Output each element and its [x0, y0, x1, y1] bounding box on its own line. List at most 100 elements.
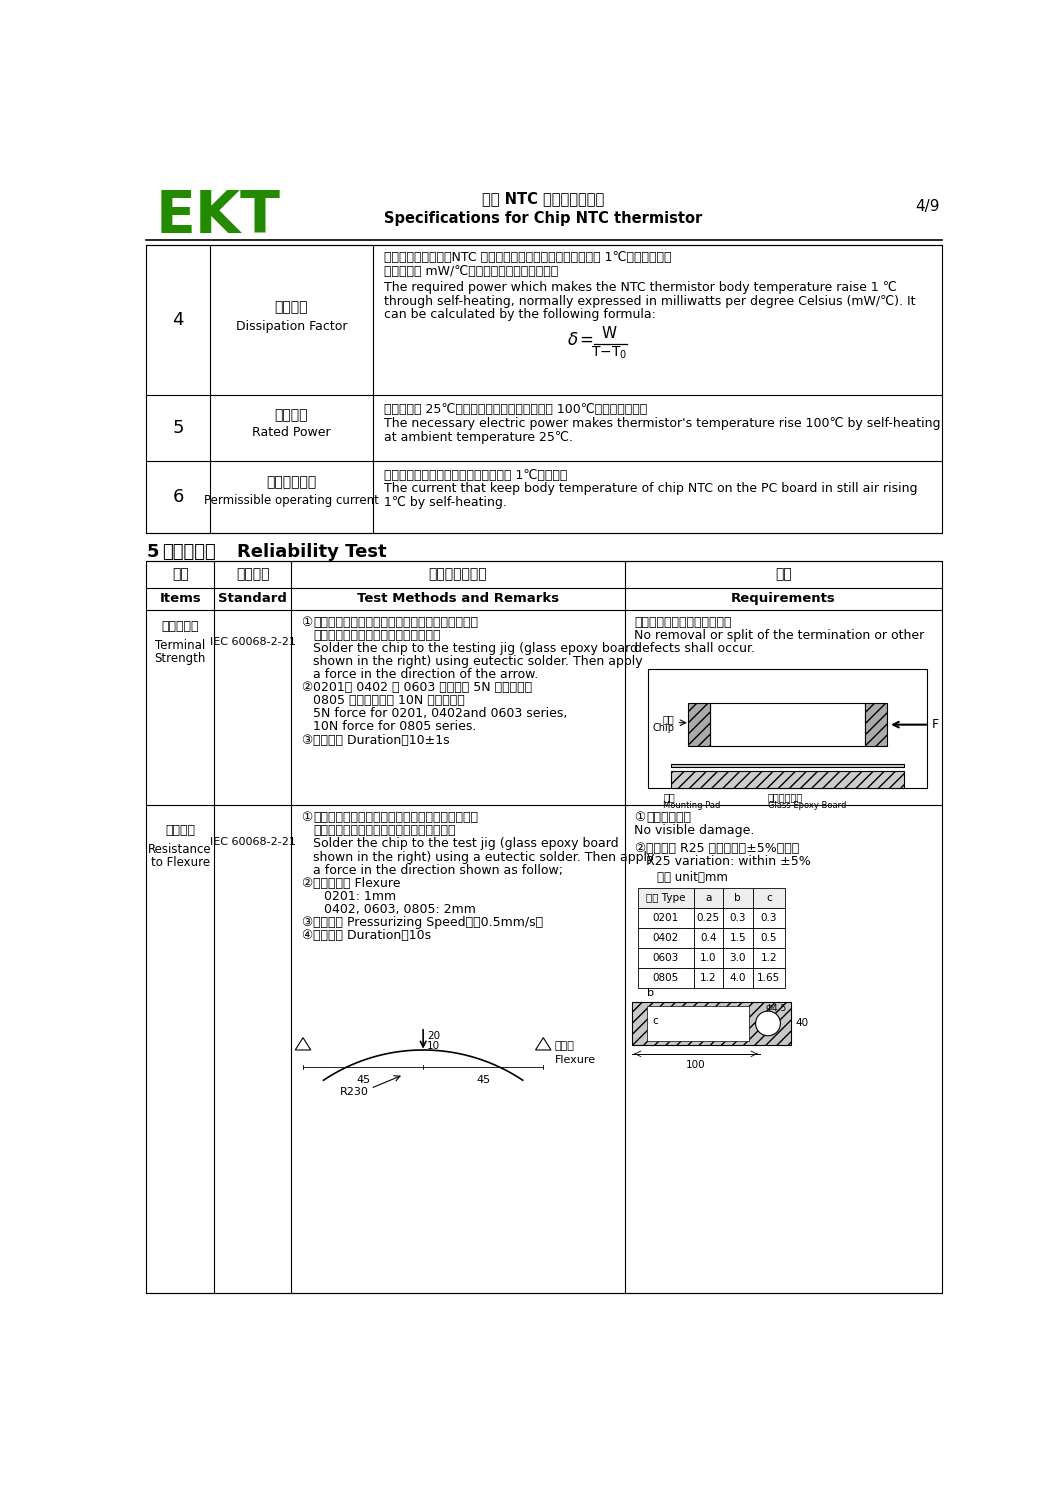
Text: ②: ②: [634, 842, 646, 854]
Text: 额定功率: 额定功率: [275, 408, 308, 421]
Text: ③: ③: [301, 733, 312, 747]
Text: T$-$T$_0$: T$-$T$_0$: [591, 345, 628, 361]
Text: at ambient temperature 25℃.: at ambient temperature 25℃.: [385, 430, 573, 444]
Text: Items: Items: [159, 592, 201, 606]
Text: 允许工作电流: 允许工作电流: [266, 475, 317, 490]
Bar: [693, 949, 723, 968]
Text: 片式 NTC 热敏电阻规格书: 片式 NTC 热敏电阻规格书: [482, 192, 604, 207]
Text: IEC 60068-2-21: IEC 60068-2-21: [210, 836, 296, 847]
Text: 10N force for 0805 series.: 10N force for 0805 series.: [313, 721, 476, 733]
Text: 端头附着力: 端头附着力: [161, 621, 199, 633]
Text: c: c: [652, 1016, 657, 1027]
Bar: [146, 561, 942, 1292]
Text: ①: ①: [301, 616, 312, 628]
Text: 单位 unit：mm: 单位 unit：mm: [657, 871, 728, 884]
Bar: [693, 889, 723, 908]
Text: No visible damage.: No visible damage.: [634, 824, 755, 838]
Bar: [638, 889, 693, 908]
Text: 0201: 1mm: 0201: 1mm: [324, 890, 396, 902]
Bar: [693, 908, 723, 928]
Text: Resistance: Resistance: [148, 844, 212, 856]
Bar: [638, 928, 693, 949]
Text: 信赖性试验: 信赖性试验: [162, 543, 215, 561]
Text: 5: 5: [173, 420, 184, 438]
Text: 1.0: 1.0: [700, 953, 717, 964]
Text: 布板），按下图箭头所示方向施加作用力；: 布板），按下图箭头所示方向施加作用力；: [313, 824, 456, 838]
Text: can be calculated by the following formula:: can be calculated by the following formu…: [385, 309, 656, 321]
Bar: [693, 968, 723, 988]
Text: 将晶片焊接在测试基板上（如右图所示的环氧玻璃: 将晶片焊接在测试基板上（如右图所示的环氧玻璃: [313, 811, 478, 824]
Text: Mounting Pad: Mounting Pad: [664, 800, 721, 809]
Text: The required power which makes the NTC thermistor body temperature raise 1 ℃: The required power which makes the NTC t…: [385, 280, 897, 294]
Text: defects shall occur.: defects shall occur.: [634, 642, 755, 655]
Text: 保持时间 Duration：10s: 保持时间 Duration：10s: [313, 929, 431, 941]
Circle shape: [756, 1012, 780, 1036]
Text: 弯曲量: 弯曲量: [554, 1042, 575, 1051]
Bar: [146, 246, 942, 532]
Bar: [753, 968, 785, 988]
Text: 5N force for 0201, 0402and 0603 series,: 5N force for 0201, 0402and 0603 series,: [313, 708, 567, 721]
Text: 45: 45: [476, 1075, 490, 1085]
Text: No removal or split of the termination or other: No removal or split of the termination o…: [634, 628, 924, 642]
Text: a force in the direction shown as follow;: a force in the direction shown as follow…: [313, 863, 563, 877]
Text: F: F: [932, 718, 939, 732]
Bar: [647, 1006, 748, 1040]
Text: Dissipation Factor: Dissipation Factor: [235, 319, 347, 333]
Text: 1℃ by self-heating.: 1℃ by self-heating.: [385, 496, 508, 510]
Text: a: a: [705, 893, 711, 904]
Text: shown in the right) using a eutectic solder. Then apply: shown in the right) using a eutectic sol…: [313, 850, 654, 863]
Text: 0.5: 0.5: [760, 934, 777, 943]
Text: 6: 6: [173, 487, 184, 505]
Text: ②: ②: [301, 681, 312, 694]
Text: 耗散系数: 耗散系数: [275, 300, 308, 313]
Text: Requirements: Requirements: [731, 592, 836, 606]
Text: Rated Power: Rated Power: [252, 426, 331, 439]
Text: 类型 Type: 类型 Type: [646, 893, 686, 904]
Text: R25 variation: within ±5%: R25 variation: within ±5%: [647, 854, 811, 868]
Bar: [648, 669, 926, 788]
Text: 10: 10: [427, 1040, 440, 1051]
Text: 试验前后 R25 的变化率：±5%以内；: 试验前后 R25 的变化率：±5%以内；: [647, 842, 799, 854]
Text: 0805: 0805: [653, 973, 678, 983]
Bar: [671, 763, 903, 767]
Bar: [638, 968, 693, 988]
Bar: [638, 908, 693, 928]
Text: W: W: [602, 327, 617, 342]
Text: 要求: 要求: [775, 568, 792, 582]
Text: 无外观损伤。: 无外观损伤。: [647, 811, 691, 824]
Text: 40: 40: [795, 1018, 808, 1028]
Text: c: c: [766, 893, 772, 904]
Text: Terminal: Terminal: [155, 639, 206, 652]
Text: Standard: Standard: [218, 592, 287, 606]
Text: 弯曲变形量 Flexure: 弯曲变形量 Flexure: [313, 877, 401, 890]
Text: 焊盘: 焊盘: [664, 793, 675, 802]
Text: 5: 5: [146, 543, 159, 561]
Bar: [632, 1003, 791, 1045]
Text: ①: ①: [301, 811, 312, 824]
Text: Flexure: Flexure: [554, 1055, 596, 1064]
Text: 0603: 0603: [653, 953, 678, 964]
Text: Reliability Test: Reliability Test: [237, 543, 387, 561]
Text: 抗弯强度: 抗弯强度: [165, 824, 195, 836]
Bar: [671, 772, 903, 788]
Text: ①: ①: [634, 811, 646, 824]
Text: 0402, 0603, 0805: 2mm: 0402, 0603, 0805: 2mm: [324, 902, 476, 916]
Text: 环氧玻璃布板: 环氧玻璃布板: [768, 793, 803, 802]
Text: $\delta\,$=: $\delta\,$=: [567, 331, 594, 349]
Text: 100: 100: [686, 1060, 706, 1070]
Bar: [723, 928, 753, 949]
Bar: [753, 949, 785, 968]
Bar: [723, 908, 753, 928]
Bar: [753, 908, 785, 928]
Text: IEC 60068-2-21: IEC 60068-2-21: [210, 637, 296, 648]
Text: 保持时间 Duration：10±1s: 保持时间 Duration：10±1s: [313, 733, 449, 747]
Text: 在静止空气中通过自身发热使其升温为 1℃的电流。: 在静止空气中通过自身发热使其升温为 1℃的电流。: [385, 469, 568, 481]
Text: The current that keep body temperature of chip NTC on the PC board in still air : The current that keep body temperature o…: [385, 483, 918, 496]
Bar: [688, 703, 710, 747]
Bar: [723, 889, 753, 908]
Text: Strength: Strength: [155, 652, 206, 666]
Text: 施压速度 Pressurizing Speed：＜0.5mm/s；: 施压速度 Pressurizing Speed：＜0.5mm/s；: [313, 916, 543, 929]
Text: 4: 4: [173, 312, 184, 330]
Text: 端电极无脱落且瓷体无损伤。: 端电极无脱落且瓷体无损伤。: [634, 616, 731, 628]
Text: 测试方法及备注: 测试方法及备注: [428, 568, 488, 582]
